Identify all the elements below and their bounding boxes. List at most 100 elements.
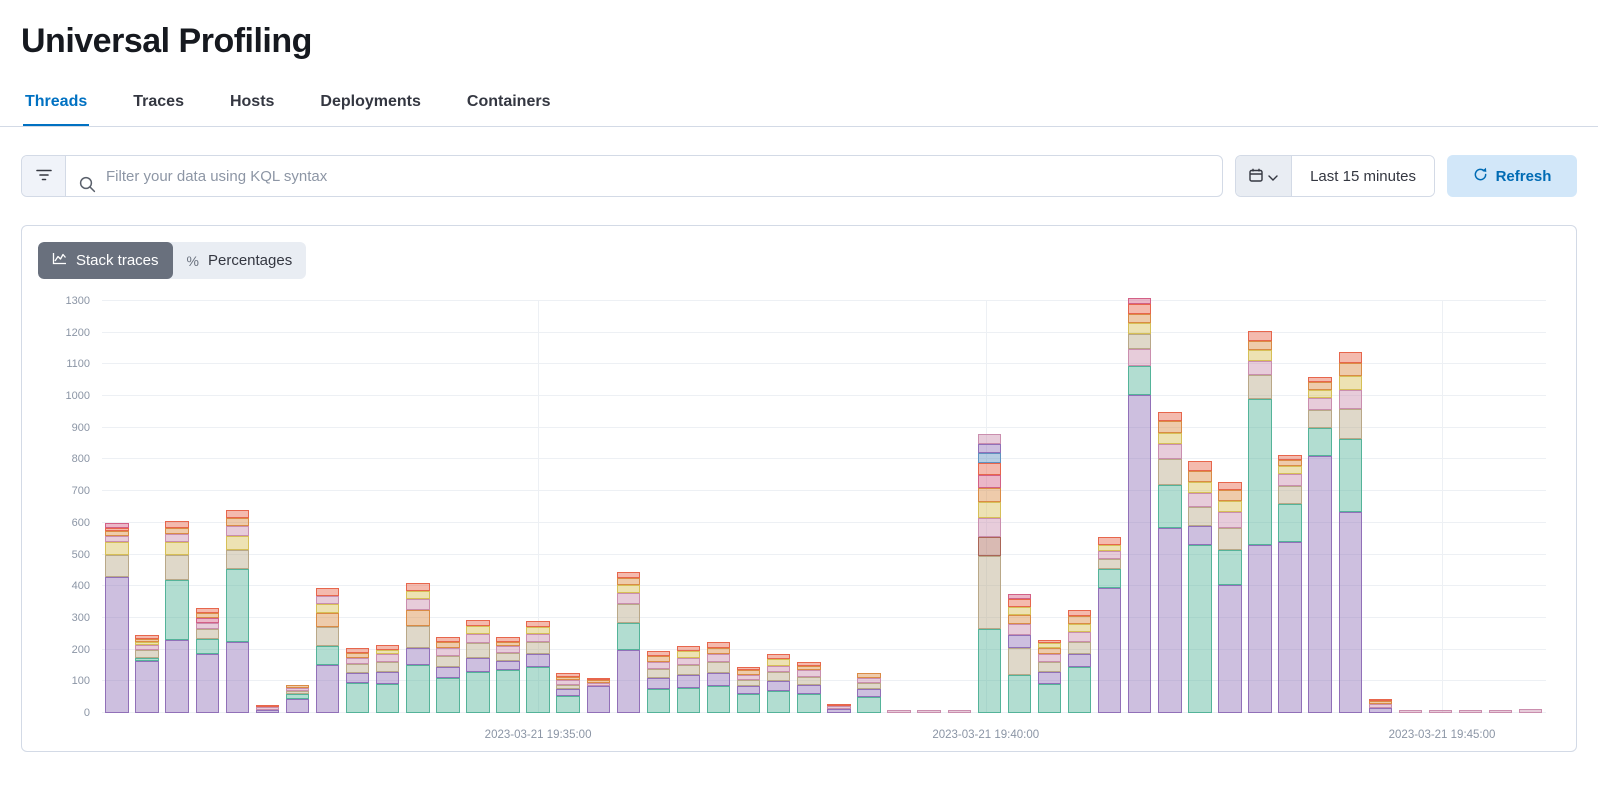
toggle-percentages[interactable]: % Percentages bbox=[173, 242, 307, 279]
stacked-bar[interactable] bbox=[1458, 710, 1483, 713]
bar-slot bbox=[1125, 297, 1155, 713]
bar-segment bbox=[706, 648, 731, 655]
stacked-bar[interactable] bbox=[977, 434, 1002, 713]
stacked-bar[interactable] bbox=[1338, 351, 1362, 713]
stacked-bar[interactable] bbox=[586, 678, 611, 713]
stacked-bar[interactable] bbox=[1518, 709, 1543, 713]
y-axis-label: 1200 bbox=[65, 326, 90, 339]
bar-segment bbox=[616, 622, 641, 650]
stacked-bar[interactable] bbox=[406, 583, 430, 713]
stacked-bar[interactable] bbox=[857, 673, 881, 713]
stacked-bar[interactable] bbox=[1218, 481, 1242, 713]
bar-segment bbox=[977, 518, 1002, 538]
stacked-bar[interactable] bbox=[827, 703, 851, 713]
bar-segment bbox=[1127, 297, 1152, 305]
stacked-bar[interactable] bbox=[1248, 331, 1272, 713]
stacked-bar[interactable] bbox=[1007, 594, 1032, 713]
stacked-bar[interactable] bbox=[345, 648, 370, 713]
bar-segment bbox=[526, 633, 550, 642]
stacked-bar[interactable] bbox=[195, 608, 219, 713]
bar-segment bbox=[195, 617, 219, 623]
stacked-bar[interactable] bbox=[556, 673, 580, 713]
bar-segment bbox=[1158, 484, 1182, 528]
stacked-bar[interactable] bbox=[285, 684, 310, 713]
bar-segment bbox=[917, 710, 941, 713]
refresh-button[interactable]: Refresh bbox=[1447, 155, 1577, 197]
bar-segment bbox=[1007, 598, 1032, 607]
bar-slot bbox=[1095, 301, 1125, 713]
bar-segment bbox=[315, 587, 340, 596]
stacked-bar[interactable] bbox=[526, 621, 550, 713]
stacked-bar[interactable] bbox=[1428, 710, 1453, 713]
plot-area[interactable] bbox=[102, 297, 1546, 713]
bar-segment bbox=[1248, 399, 1272, 546]
bar-segment bbox=[345, 682, 370, 713]
stacked-bar[interactable] bbox=[225, 510, 250, 713]
stacked-bar[interactable] bbox=[466, 619, 490, 713]
bar-segment bbox=[1158, 432, 1182, 444]
stacked-bar[interactable] bbox=[1188, 461, 1212, 713]
tab-bar: Threads Traces Hosts Deployments Contain… bbox=[0, 85, 1598, 127]
stacked-bar[interactable] bbox=[616, 572, 641, 713]
stacked-bar[interactable] bbox=[767, 654, 791, 713]
bar-segment bbox=[285, 690, 310, 694]
bar-slot bbox=[1456, 301, 1486, 713]
stacked-bar[interactable] bbox=[255, 705, 280, 713]
bar-segment bbox=[1127, 313, 1152, 324]
date-picker-button[interactable] bbox=[1236, 156, 1293, 196]
bar-segment bbox=[1007, 674, 1032, 713]
stacked-bar[interactable] bbox=[917, 710, 941, 713]
bar-segment bbox=[767, 659, 791, 666]
y-axis-label: 500 bbox=[71, 548, 90, 561]
bar-segment bbox=[1218, 489, 1242, 501]
tab-containers[interactable]: Containers bbox=[466, 93, 551, 110]
stacked-bar[interactable] bbox=[165, 521, 189, 713]
line-chart-icon bbox=[52, 252, 67, 269]
bar-segment bbox=[225, 568, 250, 642]
tab-deployments[interactable]: Deployments bbox=[320, 93, 421, 110]
stacked-bar[interactable] bbox=[1398, 710, 1423, 713]
stacked-bar[interactable] bbox=[315, 587, 340, 713]
stacked-bar[interactable] bbox=[1488, 710, 1513, 713]
stacked-bar[interactable] bbox=[105, 522, 129, 713]
bar-segment bbox=[1097, 559, 1122, 569]
stacked-bar[interactable] bbox=[797, 662, 821, 713]
stacked-bar[interactable] bbox=[646, 651, 671, 713]
stacked-bar[interactable] bbox=[135, 635, 159, 713]
stacked-bar[interactable] bbox=[496, 636, 520, 713]
bar-segment bbox=[1248, 361, 1272, 376]
bar-segment bbox=[406, 583, 430, 592]
stacked-bar[interactable] bbox=[1127, 297, 1152, 713]
refresh-icon bbox=[1473, 167, 1488, 186]
stacked-bar[interactable] bbox=[376, 644, 400, 713]
stacked-bar[interactable] bbox=[736, 667, 761, 713]
stacked-bar[interactable] bbox=[1097, 537, 1122, 713]
stacked-bar[interactable] bbox=[1278, 454, 1302, 713]
stacked-bar[interactable] bbox=[1308, 377, 1332, 713]
stacked-bar[interactable] bbox=[706, 641, 731, 713]
stacked-bar[interactable] bbox=[1368, 698, 1393, 713]
bar-slot bbox=[1034, 301, 1064, 713]
stacked-bar[interactable] bbox=[676, 646, 701, 713]
bar-segment bbox=[857, 689, 881, 698]
stacked-bar[interactable] bbox=[1067, 610, 1092, 713]
stacked-bar[interactable] bbox=[436, 636, 460, 713]
stacked-bar[interactable] bbox=[887, 710, 911, 713]
filter-button[interactable] bbox=[22, 156, 66, 196]
bar-slot bbox=[643, 301, 673, 713]
stacked-bar[interactable] bbox=[947, 710, 971, 713]
time-range-label[interactable]: Last 15 minutes bbox=[1292, 156, 1434, 196]
tab-hosts[interactable]: Hosts bbox=[229, 93, 275, 110]
bar-segment bbox=[1278, 465, 1302, 474]
bar-slot bbox=[192, 301, 222, 713]
bar-segment bbox=[345, 648, 370, 653]
stacked-bar[interactable] bbox=[1037, 640, 1062, 713]
tab-threads[interactable]: Threads bbox=[23, 85, 89, 126]
stacked-bar[interactable] bbox=[1158, 411, 1182, 713]
tab-traces[interactable]: Traces bbox=[133, 93, 184, 110]
kql-search-input[interactable] bbox=[66, 156, 1223, 196]
bar-segment bbox=[1067, 624, 1092, 633]
toggle-stack-traces[interactable]: Stack traces bbox=[38, 242, 173, 279]
bar-segment bbox=[225, 535, 250, 550]
bar-segment bbox=[736, 667, 761, 671]
